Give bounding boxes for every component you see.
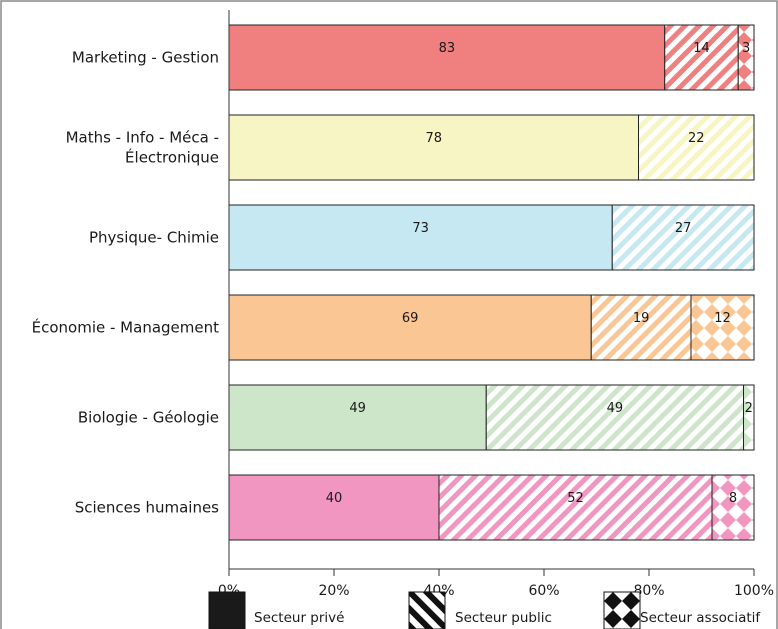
data-label: 73 — [412, 221, 429, 236]
bar-segment-public-5 — [438, 474, 713, 541]
x-ticks-group: 0% 20% 40% 60% 80% 100% — [218, 569, 774, 599]
category-labels-group: Marketing - Gestion Maths - Info - Méca -… — [32, 49, 220, 517]
data-label: 83 — [439, 41, 456, 56]
data-label: 27 — [675, 221, 692, 236]
legend: Secteur privé Secteur public Secteur assoc… — [208, 591, 761, 629]
bar-segment-public-1 — [638, 114, 755, 181]
data-label: 19 — [633, 311, 650, 326]
bar-segment-prive-2 — [228, 204, 613, 271]
data-label: 49 — [607, 401, 624, 416]
legend-swatch — [603, 591, 641, 629]
bar-segment-public-0 — [664, 24, 739, 91]
x-tick-label: 100% — [734, 583, 774, 599]
category-label: Biologie - Géologie — [78, 409, 219, 427]
x-tick-label: 20% — [318, 583, 349, 599]
legend-label: Secteur associatif — [640, 610, 761, 626]
data-label: 78 — [425, 131, 442, 146]
bar-segment-prive-4 — [228, 384, 487, 451]
bar-segment-prive-1 — [228, 114, 639, 181]
data-label: 40 — [326, 491, 343, 506]
category-label: Électronique — [125, 148, 219, 167]
x-tick-label: 60% — [528, 583, 559, 599]
data-label: 52 — [567, 491, 584, 506]
data-label: 2 — [745, 401, 753, 416]
bar-segment-public-2 — [611, 204, 755, 271]
bars-group: 83 14 3 78 22 73 27 69 19 12 49 49 2 40 52 8 — [228, 24, 755, 541]
data-label: 69 — [402, 311, 419, 326]
category-label: Physique- Chimie — [89, 229, 219, 247]
bar-segment-public-3 — [590, 294, 692, 361]
legend-label: Secteur privé — [254, 610, 344, 626]
bar-segment-associatif-3 — [690, 294, 755, 361]
data-label: 49 — [349, 401, 366, 416]
x-tick-label: 80% — [633, 583, 664, 599]
legend-swatch — [208, 591, 246, 629]
data-label: 8 — [729, 491, 737, 506]
bar-segment-associatif-0 — [737, 24, 755, 91]
data-label: 14 — [693, 41, 710, 56]
bar-segment-prive-5 — [228, 474, 440, 541]
bar-segment-prive-3 — [228, 294, 592, 361]
bar-segment-prive-0 — [228, 24, 666, 91]
bar-segment-associatif-4 — [743, 384, 755, 451]
legend-swatch — [408, 591, 446, 629]
bar-segment-public-4 — [485, 384, 744, 451]
category-label: Marketing - Gestion — [72, 49, 219, 67]
data-label: 22 — [688, 131, 705, 146]
category-label: Maths - Info - Méca - — [66, 129, 219, 147]
bar-segment-associatif-5 — [711, 474, 755, 541]
legend-label: Secteur public — [455, 610, 552, 626]
category-label: Sciences humaines — [75, 499, 219, 517]
category-label: Économie - Management — [32, 318, 219, 337]
data-label: 3 — [742, 41, 750, 56]
data-label: 12 — [714, 311, 731, 326]
